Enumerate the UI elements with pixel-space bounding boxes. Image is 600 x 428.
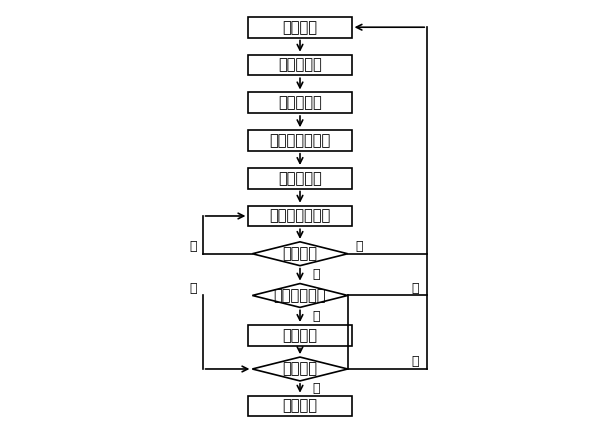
- Bar: [248, 92, 352, 113]
- Bar: [248, 206, 352, 226]
- Text: 排烟、除险: 排烟、除险: [278, 171, 322, 186]
- Text: 钒孔、清孔: 钒孔、清孔: [278, 57, 322, 72]
- Text: 是: 是: [356, 240, 363, 253]
- Text: 是否到位: 是否到位: [283, 246, 317, 261]
- Polygon shape: [253, 357, 347, 381]
- Bar: [248, 55, 352, 75]
- Text: 作业准备: 作业准备: [283, 20, 317, 35]
- Bar: [248, 395, 352, 416]
- Text: 支护施工: 支护施工: [283, 328, 317, 343]
- Text: 否: 否: [412, 282, 419, 295]
- Bar: [248, 17, 352, 38]
- Text: 是否贯通: 是否贯通: [283, 362, 317, 377]
- Text: 是否需要支护: 是否需要支护: [274, 288, 326, 303]
- Bar: [248, 168, 352, 189]
- Text: 爆前准备、起爆: 爆前准备、起爆: [269, 133, 331, 148]
- Text: 出渣、欠挖处理: 出渣、欠挖处理: [269, 208, 331, 223]
- Text: 衬砂施工: 衬砂施工: [283, 398, 317, 413]
- Text: 是: 是: [312, 268, 319, 281]
- Text: 是: 是: [312, 309, 319, 323]
- Text: 是: 是: [312, 382, 319, 395]
- Text: 装药、连线: 装药、连线: [278, 95, 322, 110]
- Text: 是: 是: [189, 282, 197, 295]
- Bar: [248, 130, 352, 151]
- Bar: [248, 325, 352, 345]
- Polygon shape: [253, 283, 347, 307]
- Text: 否: 否: [412, 355, 419, 369]
- Text: 否: 否: [189, 240, 197, 253]
- Polygon shape: [253, 242, 347, 266]
